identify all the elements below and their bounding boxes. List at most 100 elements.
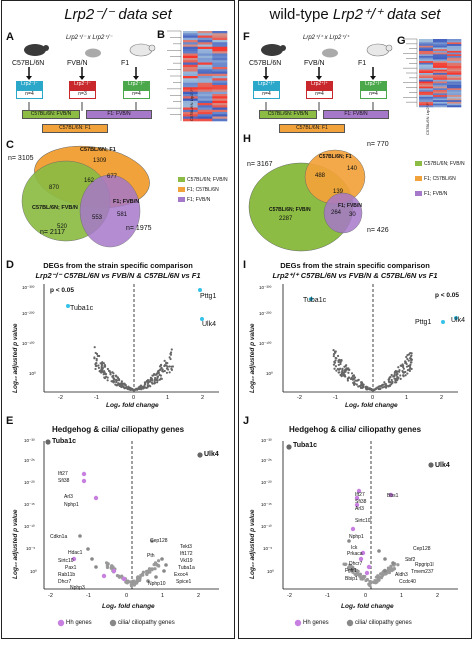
gene-point [347, 539, 351, 543]
data-point [111, 371, 114, 374]
y-axis-label: Log₁₀ adjusted p value [249, 509, 256, 579]
heatmap-cell [433, 79, 448, 82]
data-point [165, 371, 169, 374]
heatmap-cell [183, 71, 198, 75]
heatmap-cell [419, 100, 434, 103]
xtick: -2 [58, 395, 63, 401]
ytick: 10⁰ [30, 569, 37, 574]
heatmap-cell [447, 69, 462, 72]
heatmap-cell [419, 96, 434, 99]
heatmap-cell [433, 54, 448, 57]
strain-label-f1: F1 [121, 60, 130, 67]
heatmap-cell [433, 100, 448, 103]
data-point [360, 383, 363, 386]
heatmap-cell [183, 98, 198, 102]
legend-swatch-purple [415, 191, 422, 196]
data-point [147, 567, 152, 571]
gene-point [90, 557, 94, 561]
venn-region: 30 [349, 212, 356, 218]
heatmap-cell [433, 90, 448, 92]
data-point [404, 374, 407, 377]
heatmap-cell [447, 54, 462, 57]
heatmap-cell [183, 100, 198, 104]
data-point [335, 357, 338, 360]
venn-set-label-1: C57BL/6N; F1 [319, 154, 352, 160]
data-point [395, 371, 398, 374]
heatmap-cell [419, 44, 434, 47]
data-point [163, 369, 166, 373]
heatmap-cell [197, 100, 213, 104]
data-point [129, 584, 134, 588]
heatmap-cell [433, 64, 448, 67]
data-point [103, 365, 106, 368]
heatmap-cell [183, 103, 198, 106]
right-panel-wild-type: wild-type Lrp2⁺/⁺ data set F Lrp2⁺/⁺ x L… [238, 0, 472, 639]
data-point [333, 361, 337, 364]
heatmap-cell [183, 44, 198, 48]
data-point [406, 372, 409, 375]
heatmap-cell [212, 80, 228, 84]
data-point [117, 575, 122, 579]
data-point [156, 559, 161, 563]
heatmap-cell [433, 71, 448, 74]
heatmap-cell [197, 87, 213, 90]
data-point [105, 564, 109, 568]
data-point [130, 581, 134, 585]
venn-set-label-2: C57BL/6N; FVB/N [269, 207, 311, 213]
heatmap-cell [183, 116, 198, 120]
data-point [153, 380, 156, 383]
data-point [335, 369, 338, 372]
gene-label: Ulk4 [204, 451, 219, 458]
venn-legend-3: F1; FVB/N [424, 191, 448, 197]
data-point [341, 368, 344, 372]
heatmap-cell [419, 95, 434, 98]
gene-label: Nphp1 [64, 502, 79, 508]
heatmap-cell [212, 55, 228, 59]
xtick: 1 [405, 395, 409, 401]
data-point [358, 574, 362, 578]
venn-region: 677 [107, 174, 118, 180]
gene-label: Dhcr7 [349, 561, 363, 567]
hh-gene-point [350, 526, 356, 532]
heatmap-cell [183, 64, 198, 68]
heatmap-cell [212, 114, 228, 117]
heatmap-cell [447, 105, 462, 108]
heatmap-cell [447, 61, 462, 64]
heatmap-cell [433, 81, 448, 84]
venn-legend-1: C57BL/6N; FVB/N [187, 177, 228, 183]
data-point [378, 387, 381, 391]
genotype-box-fvb: Lrp2⁻/⁻ [69, 81, 96, 90]
data-point [382, 383, 385, 386]
heatmap-cell [433, 73, 448, 75]
heatmap-cell [183, 114, 198, 117]
heatmap-cell [433, 88, 448, 91]
heatmap-cell [433, 96, 448, 99]
heatmap-cell [183, 42, 198, 45]
data-point [161, 369, 164, 373]
hh-gene-point [364, 570, 370, 576]
data-point [146, 386, 149, 389]
heatmap-cell [183, 89, 198, 93]
heatmap-cell [433, 45, 448, 48]
data-point [347, 371, 350, 374]
data-point [156, 375, 159, 378]
n-label-fvb: n=3 [69, 90, 96, 99]
right-panel-header: wild-type Lrp2⁺/⁺ data set [269, 6, 441, 23]
heatmap-cell [419, 101, 434, 104]
legend-swatch-orange [178, 187, 185, 192]
heatmap-cell [212, 51, 228, 54]
ytick: 10⁻³⁰⁰ [22, 285, 35, 290]
data-point [95, 352, 99, 356]
heatmap-cell [197, 37, 213, 41]
xtick: -2 [287, 593, 292, 599]
genotype-box-f1: Lrp2⁻/⁻ [123, 81, 150, 90]
heatmap-cell [419, 64, 434, 67]
heatmap-cell [419, 42, 434, 45]
heatmap-cell [212, 53, 228, 57]
hh-legend-2: cilia/ ciliopathy genes [355, 620, 412, 626]
data-point [115, 384, 118, 387]
volcano-plot-i [282, 284, 458, 393]
data-point [121, 382, 124, 386]
venn-total-3: n= 1975 [126, 225, 152, 232]
heatmap-cell [183, 53, 198, 57]
